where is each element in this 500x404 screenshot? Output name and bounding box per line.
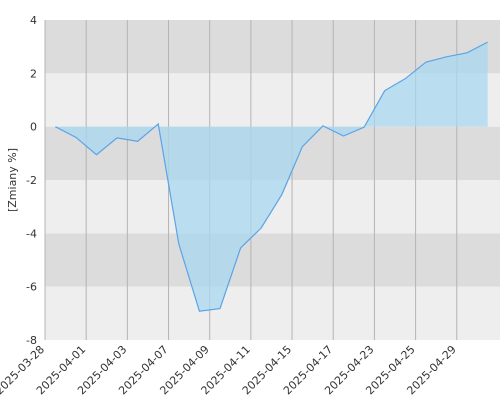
y-tick-label: -8	[26, 334, 37, 347]
y-tick-label: 4	[30, 14, 37, 27]
y-axis-label: [Zmiany %]	[6, 148, 19, 212]
plot-band	[45, 286, 500, 340]
y-tick-label: 0	[30, 121, 37, 134]
line	[55, 41, 488, 312]
y-tick-label: -2	[26, 174, 37, 187]
y-tick-label: 2	[30, 67, 37, 80]
area-fill	[55, 42, 488, 312]
plot-band	[45, 233, 500, 287]
y-tick-label: -6	[26, 281, 37, 294]
y-tick-label: -4	[26, 227, 37, 240]
